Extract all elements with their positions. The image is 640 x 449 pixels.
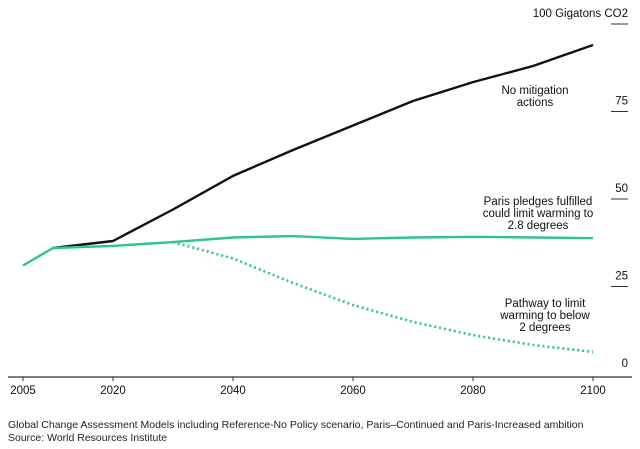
line-paris-pledges: [22, 234, 594, 267]
y-tick-label: 50: [615, 183, 628, 195]
footer-source: Source: World Resources Institute: [8, 432, 168, 444]
series-label: warming to below: [499, 310, 590, 322]
series-label: actions: [517, 97, 554, 109]
series-label: No mitigation: [501, 85, 568, 97]
x-tick-label: 2040: [220, 385, 246, 397]
series-label: Paris pledges fulfilled: [484, 196, 593, 208]
footer-note: Global Change Assessment Models includin…: [8, 419, 584, 431]
x-tick-label: 2100: [580, 385, 606, 397]
x-tick-label: 2060: [340, 385, 366, 397]
y-tick-label: 25: [615, 271, 628, 283]
series-label: 2.8 degrees: [508, 220, 569, 232]
series-label: could limit warming to: [483, 208, 594, 220]
x-tick-label: 2005: [10, 385, 36, 397]
x-tick-label: 2020: [100, 385, 126, 397]
y-axis-unit-label: 100 Gigatons CO2: [533, 8, 628, 20]
y-tick-label: 75: [615, 96, 628, 108]
series-label: Pathway to limit: [505, 298, 586, 310]
y-tick-label: 0: [622, 358, 628, 370]
line-below-2-degrees: [172, 240, 594, 354]
series-label: 2 degrees: [519, 322, 570, 334]
x-tick-label: 2080: [460, 385, 486, 397]
line-no-mitigation: [52, 43, 594, 250]
